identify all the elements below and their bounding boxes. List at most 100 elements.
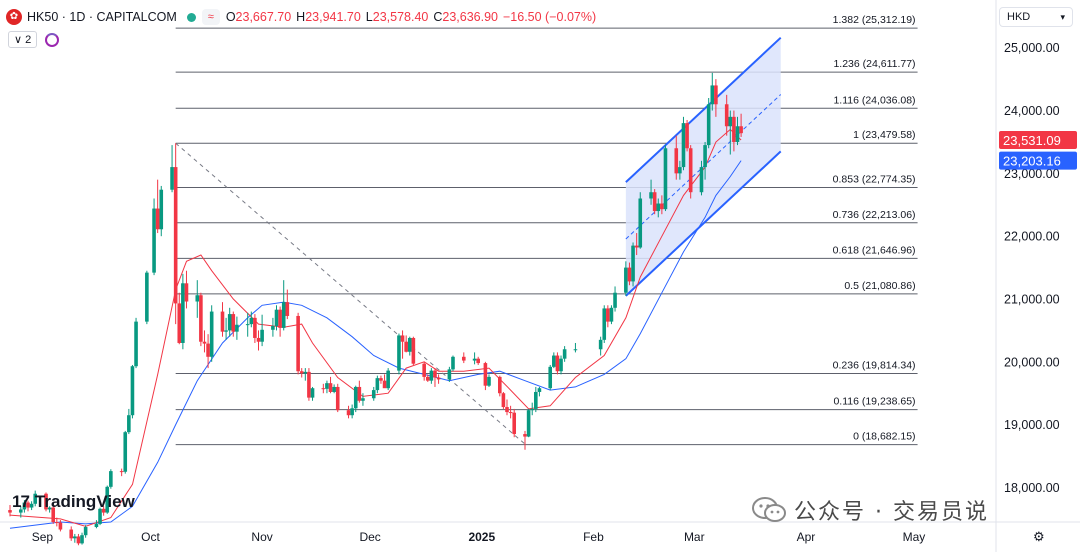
symbol-title[interactable]: HK50 · 1D · CAPITALCOM	[27, 10, 177, 24]
indicator-row: ∨ 2	[8, 31, 60, 48]
channel-lower-line	[625, 150, 782, 297]
candle-body	[145, 272, 149, 322]
candle-body	[555, 355, 560, 372]
candle-body	[346, 410, 351, 416]
price-axis-label: 20,000.00	[1004, 355, 1060, 369]
candle-body	[371, 390, 376, 399]
close-label: C	[433, 10, 443, 24]
gear-icon[interactable]: ⚙	[1033, 529, 1045, 544]
price-axis-label: 24,000.00	[1004, 104, 1060, 118]
wechat-icon	[752, 497, 786, 522]
tradingview-logo[interactable]: 17 TradingView	[12, 492, 135, 512]
candle-body	[260, 329, 264, 342]
candle-body	[397, 335, 401, 371]
candle-body	[606, 308, 610, 322]
candle-body	[735, 126, 740, 142]
candle-body	[101, 508, 106, 513]
candle-body	[33, 493, 38, 504]
candle-body	[73, 536, 77, 539]
fib-level-label: 0.853 (22,774.35)	[833, 174, 916, 186]
candle-body	[98, 508, 102, 524]
candle-body	[227, 314, 232, 331]
open-label: O	[225, 10, 236, 24]
candle-body	[76, 536, 81, 544]
candle-body	[613, 292, 617, 308]
candle-body	[404, 341, 408, 352]
candle-body	[296, 315, 300, 372]
chevron-down-icon: ∨	[14, 34, 26, 46]
candle-body	[487, 376, 491, 386]
fib-level-label: 1.236 (24,611.77)	[833, 58, 915, 70]
candle-body	[483, 363, 488, 386]
candle-body	[706, 104, 711, 146]
market-status-icon[interactable]	[186, 12, 196, 22]
candle-body	[184, 283, 189, 302]
candle-body	[83, 527, 88, 536]
currency-select[interactable]: HKD ▾	[999, 7, 1073, 27]
fib-level-label: 0.736 (22,213.06)	[833, 209, 916, 221]
candle-body	[461, 356, 466, 361]
candle-body	[202, 341, 207, 344]
candle-body	[688, 148, 693, 193]
time-axis-label: Oct	[141, 530, 160, 544]
candle-body	[310, 388, 315, 398]
trend-line	[175, 142, 526, 445]
candle-body	[8, 510, 12, 513]
open-value: 23,667.70	[235, 10, 292, 24]
candle-body	[379, 378, 383, 381]
candle-body	[195, 295, 200, 302]
candle-body	[127, 415, 131, 433]
candle-body	[170, 167, 174, 190]
candle-body	[109, 471, 113, 487]
time-axis-label: Apr	[797, 530, 816, 544]
price-tag	[999, 151, 1077, 170]
price-axis-label: 25,000.00	[1004, 41, 1060, 55]
candle-body	[231, 314, 236, 332]
candle-body	[245, 324, 250, 326]
candle-body	[307, 371, 311, 398]
candle-body	[130, 366, 135, 416]
low-value: 23,578.40	[372, 10, 429, 24]
candle-body	[299, 371, 304, 374]
legend-header: ✿ HK50 · 1D · CAPITALCOM ≈ O 23,667.70 H…	[6, 6, 601, 28]
candle-body	[732, 116, 736, 142]
candle-body	[472, 358, 477, 361]
change-value: −16.50 (−0.07%)	[503, 10, 597, 24]
candle-body	[44, 493, 48, 510]
candle-body	[22, 502, 27, 510]
time-axis-label: Mar	[684, 530, 705, 544]
candle-body	[80, 535, 84, 544]
candle-body	[105, 486, 110, 513]
candle-body	[739, 126, 743, 134]
price-axis-label: 23,000.00	[1004, 167, 1060, 181]
price-axis-label: 19,000.00	[1004, 418, 1060, 432]
candle-body	[710, 85, 715, 105]
candle-body	[382, 380, 387, 389]
candle-body	[134, 321, 138, 367]
candle-body	[728, 116, 733, 127]
candle-body	[678, 167, 682, 174]
candle-body	[357, 386, 362, 401]
candle-body	[353, 386, 358, 409]
candle-body	[559, 358, 563, 372]
tradingview-mark-icon: 17	[12, 492, 30, 511]
moving-average-fast	[9, 128, 742, 527]
candle-body	[407, 337, 412, 352]
candle-body	[631, 245, 635, 282]
candle-body	[181, 283, 185, 343]
candle-body	[335, 386, 340, 411]
candle-body	[173, 167, 178, 304]
candle-body	[249, 317, 254, 325]
candle-body	[674, 148, 679, 174]
candle-body	[501, 393, 506, 408]
price-axis-label: 18,000.00	[1004, 481, 1060, 495]
close-value: 23,636.90	[442, 10, 498, 24]
time-axis-label: Nov	[251, 530, 272, 544]
candle-body	[206, 343, 210, 357]
indicators-toggle[interactable]: ∨ 2	[8, 31, 38, 48]
candle-body	[703, 145, 707, 168]
candle-body	[609, 307, 614, 322]
data-status-badge[interactable]: ≈	[201, 9, 220, 25]
candle-body	[411, 337, 416, 364]
